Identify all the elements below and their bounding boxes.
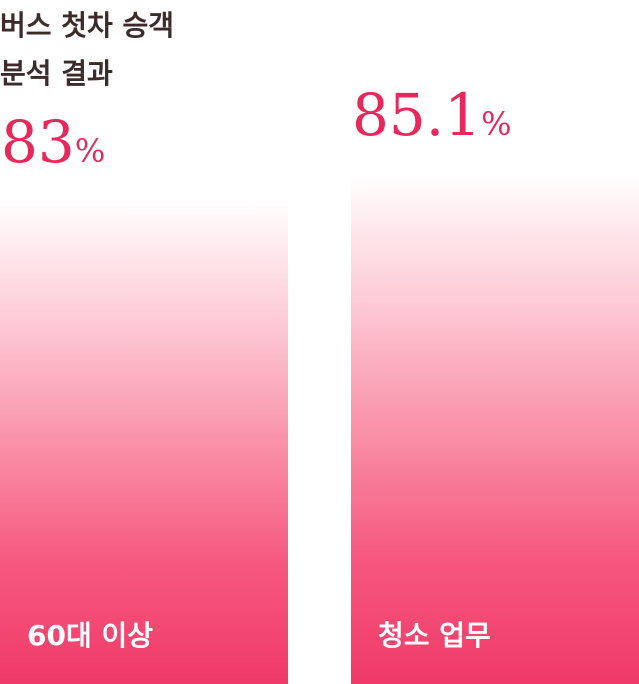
- chart-title: 버스 첫차 승객 분석 결과: [0, 2, 260, 98]
- value-label-60s-and-over: 83%: [1, 113, 105, 171]
- bar-label-cleaning-work: 청소 업무: [378, 618, 491, 652]
- bar-60s-and-over: 60대 이상: [0, 201, 288, 684]
- bar-cleaning-work: 청소 업무: [351, 173, 639, 684]
- value-number-60s-and-over: 83: [1, 108, 75, 176]
- value-number-cleaning-work: 85.1: [352, 80, 482, 149]
- chart-title-line-2: 분석 결과: [0, 57, 113, 90]
- percent-sign-cleaning-work: %: [481, 104, 512, 143]
- bar-label-60s-and-over: 60대 이상: [27, 619, 153, 652]
- chart-title-line-1: 버스 첫차 승객: [0, 9, 175, 42]
- value-label-cleaning-work: 85.1%: [352, 86, 512, 144]
- percent-sign-60s-and-over: %: [74, 132, 106, 170]
